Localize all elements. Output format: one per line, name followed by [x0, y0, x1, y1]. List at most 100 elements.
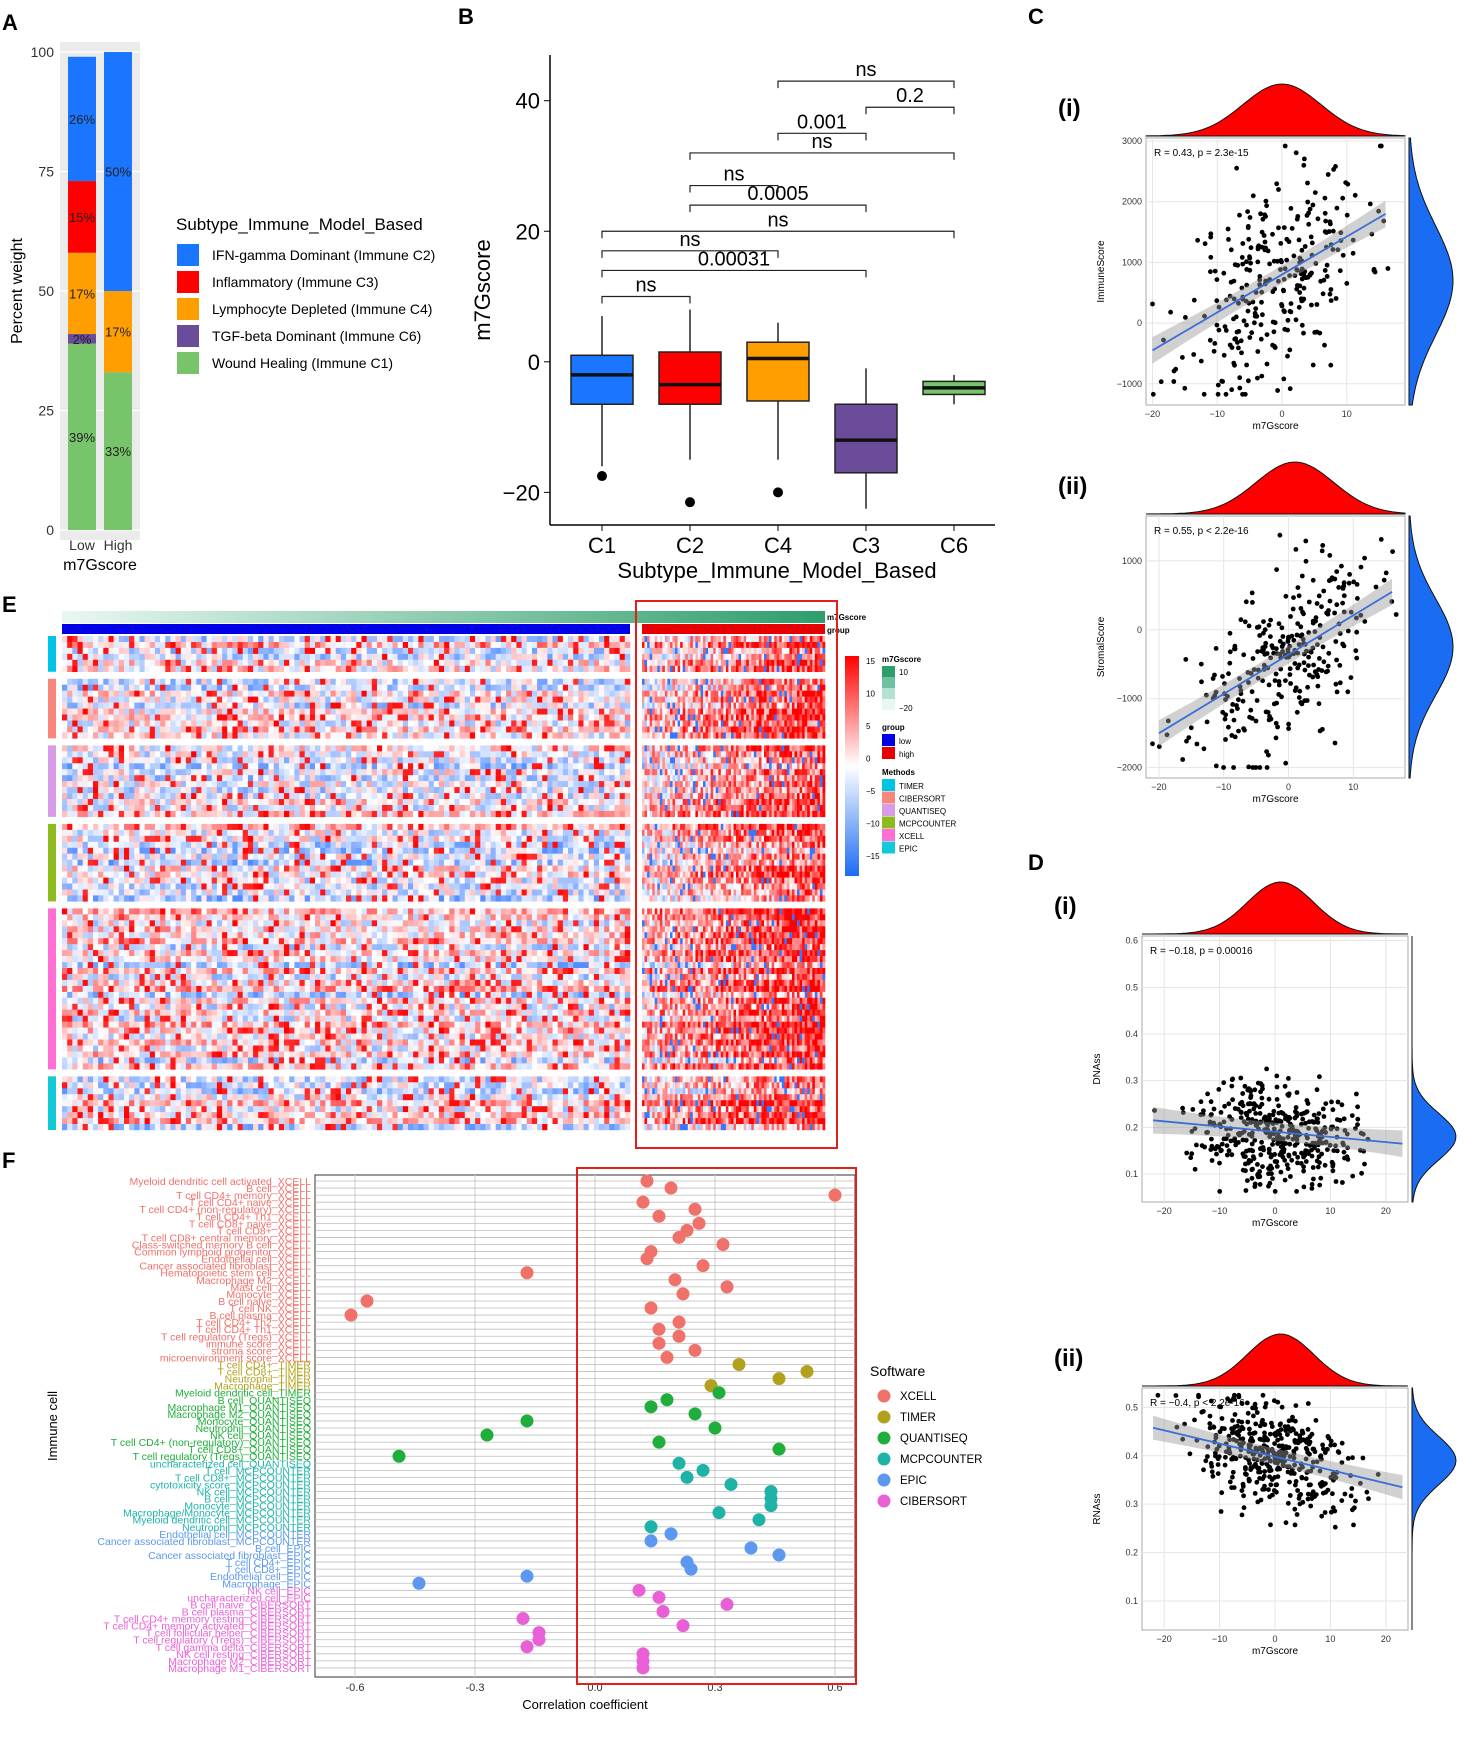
scatter-point [1293, 1116, 1298, 1121]
heatmap-cell [815, 648, 818, 654]
heatmap-cell [537, 697, 543, 703]
scatter-point [1325, 263, 1330, 268]
heatmap-cell [362, 685, 368, 691]
heatmap-cell [480, 751, 486, 757]
heatmap-cell [72, 691, 78, 697]
heatmap-cell [351, 751, 357, 757]
heatmap-cell [604, 745, 610, 751]
heatmap-cell [165, 727, 171, 733]
heatmap-cell [802, 679, 805, 685]
scatter-point [1208, 1414, 1213, 1419]
x-tick-label: −10 [1210, 409, 1225, 419]
scatter-point [1249, 1466, 1254, 1471]
heatmap-cell [751, 642, 754, 648]
heatmap-cell [336, 697, 342, 703]
heatmap-cell [774, 745, 777, 751]
heatmap-cell [620, 721, 626, 727]
scatter-point [1244, 1138, 1249, 1143]
heatmap-cell [145, 642, 151, 648]
heatmap-cell [393, 697, 399, 703]
heatmap-cell [665, 697, 668, 703]
heatmap-cell [625, 732, 631, 738]
heatmap-cell [782, 660, 785, 666]
heatmap-cell [300, 660, 306, 666]
heatmap-cell [155, 751, 161, 757]
heatmap-cell [789, 679, 792, 685]
heatmap-cell [802, 636, 805, 642]
heatmap-cell [759, 715, 762, 721]
heatmap-cell [589, 727, 595, 733]
heatmap-cell [741, 727, 744, 733]
heatmap-cell [774, 648, 777, 654]
heatmap-cell [615, 751, 621, 757]
heatmap-cell [454, 727, 460, 733]
heatmap-cell [67, 660, 73, 666]
heatmap-cell [269, 751, 275, 757]
heatmap-cell [88, 751, 94, 757]
heatmap-cell [767, 685, 770, 691]
heatmap-cell [253, 660, 259, 666]
scatter-point [1226, 237, 1231, 242]
heatmap-cell [673, 703, 676, 709]
heatmap-cell [807, 721, 810, 727]
score-annotation-bar [62, 611, 825, 623]
heatmap-cell [269, 715, 275, 721]
heatmap-row [62, 648, 825, 654]
heatmap-cell [191, 732, 197, 738]
scatter-point [1300, 323, 1305, 328]
scatter-point [1243, 1467, 1248, 1472]
scatter-point [1286, 726, 1291, 731]
heatmap-cell [485, 685, 491, 691]
heatmap-cell [537, 642, 543, 648]
heatmap-cell [558, 654, 564, 660]
heatmap-cell [774, 732, 777, 738]
scatter-point [1283, 1178, 1288, 1183]
heatmap-cell [506, 732, 512, 738]
heatmap-cell [800, 732, 803, 738]
scatter-point [1366, 1496, 1371, 1501]
scatter-point [1253, 1111, 1258, 1116]
scatter-point [1265, 765, 1270, 770]
heatmap-cell [475, 654, 481, 660]
heatmap-cell [160, 679, 166, 685]
heatmap-cell [810, 715, 813, 721]
heatmap-cell [716, 721, 719, 727]
heatmap-cell [650, 709, 653, 715]
scatter-point [1234, 1456, 1239, 1461]
heatmap-cell [739, 679, 742, 685]
heatmap-cell [93, 715, 99, 721]
heatmap-cell [155, 715, 161, 721]
heatmap-cell [615, 721, 621, 727]
heatmap-cell [475, 685, 481, 691]
heatmap-cell [496, 685, 502, 691]
heatmap-cell [150, 745, 156, 751]
heatmap-cell [723, 709, 726, 715]
heatmap-cell [424, 685, 430, 691]
heatmap-cell [181, 745, 187, 751]
heatmap-cell [222, 727, 228, 733]
heatmap-cell [650, 703, 653, 709]
heatmap-cell [584, 732, 590, 738]
heatmap-cell [480, 648, 486, 654]
scatter-point [1339, 1498, 1344, 1503]
scatter-point [1255, 625, 1260, 630]
heatmap-cell [741, 703, 744, 709]
heatmap-cell [662, 697, 665, 703]
heatmap-cell [647, 732, 650, 738]
heatmap-cell [403, 685, 409, 691]
heatmap-cell [62, 636, 68, 642]
scatter-point [1247, 624, 1252, 629]
heatmap-cell [325, 691, 331, 697]
heatmap-cell [754, 654, 757, 660]
heatmap-cell [201, 660, 207, 666]
scatter-point [1275, 1141, 1280, 1146]
heatmap-cell [734, 745, 737, 751]
heatmap-cell [693, 703, 696, 709]
significance-bracket [866, 107, 954, 114]
heatmap-cell [749, 709, 752, 715]
heatmap-cell [736, 654, 739, 660]
heatmap-cell [522, 721, 528, 727]
heatmap-cell [165, 648, 171, 654]
heatmap-cell [762, 732, 765, 738]
heatmap-cell [609, 721, 615, 727]
